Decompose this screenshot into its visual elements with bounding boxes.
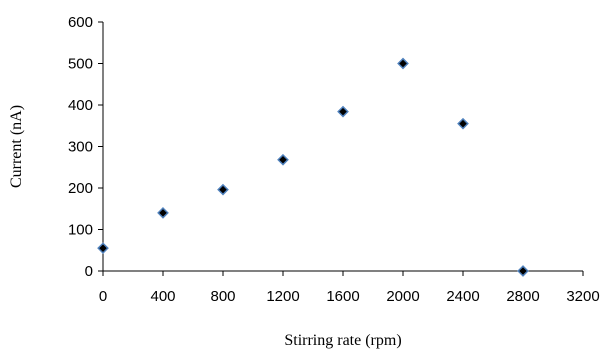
- y-tick-label: 0: [85, 263, 93, 280]
- chart-axes: [102, 22, 583, 272]
- data-point: [97, 242, 109, 255]
- y-axis-title: Current (nA): [8, 105, 25, 188]
- y-tick-label: 600: [68, 14, 93, 31]
- x-tick-label: 0: [99, 288, 107, 305]
- data-point: [217, 183, 229, 196]
- x-axis-ticks: 0 400 800 1200 1600 2000 2400 2800 3200: [99, 271, 600, 305]
- data-point: [277, 153, 289, 166]
- y-tick-label: 200: [68, 180, 93, 197]
- y-axis-ticks: 0 100 200 300 400 500 600: [68, 14, 103, 280]
- x-axis-title: Stirring rate (rpm): [284, 332, 401, 349]
- x-tick-label: 2000: [386, 288, 419, 305]
- x-tick-label: 3200: [566, 288, 599, 305]
- data-point: [517, 265, 529, 277]
- y-tick-label: 300: [68, 139, 93, 156]
- x-tick-label: 400: [150, 288, 175, 305]
- x-tick-label: 1600: [326, 288, 359, 305]
- data-point: [337, 105, 349, 118]
- x-tick-label: 2400: [446, 288, 479, 305]
- y-tick-label: 400: [68, 97, 93, 114]
- y-tick-label: 100: [68, 222, 93, 239]
- y-tick-label: 500: [68, 56, 93, 73]
- data-points: [97, 57, 529, 277]
- data-point: [457, 117, 469, 130]
- x-tick-label: 1200: [266, 288, 299, 305]
- x-tick-label: 800: [210, 288, 235, 305]
- data-point: [397, 57, 409, 70]
- x-tick-label: 2800: [506, 288, 539, 305]
- data-point: [157, 207, 169, 219]
